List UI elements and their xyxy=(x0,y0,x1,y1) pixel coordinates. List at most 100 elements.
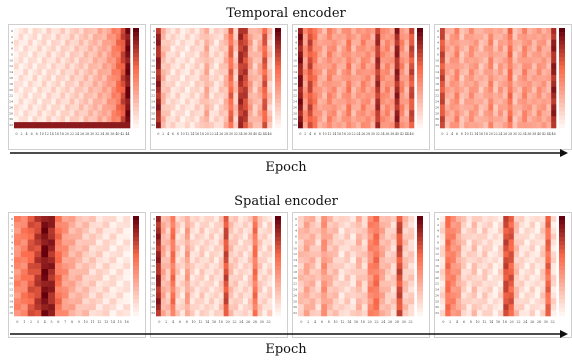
heatmap-cell xyxy=(478,39,484,46)
y-tick-label: 18 xyxy=(435,82,439,86)
colorbar-segment xyxy=(275,28,281,33)
heatmap-cell xyxy=(517,110,523,117)
heatmap-cell xyxy=(238,28,244,35)
heatmap-cell xyxy=(507,104,513,111)
heatmap-cell xyxy=(488,122,494,129)
heatmap-cell xyxy=(223,39,229,46)
heatmap-cell xyxy=(69,122,75,129)
colorbar-segment xyxy=(417,73,423,79)
heatmap-cell xyxy=(540,233,546,240)
heatmap-cell xyxy=(189,286,195,293)
heatmap-cell xyxy=(454,57,460,64)
y-tick-label: 12 xyxy=(435,64,439,68)
heatmap-cell xyxy=(185,227,191,234)
heatmap-cell xyxy=(440,80,446,88)
heatmap-svg: 0 2 4 6 8 10 12 14 16 18 20 22 24 26 28 30 3202468101214… xyxy=(434,212,572,338)
heatmap-cell xyxy=(399,104,405,111)
heatmap-cell xyxy=(512,98,518,105)
heatmap-cell xyxy=(74,110,80,117)
heatmap-cell xyxy=(257,92,263,99)
heatmap-cell xyxy=(478,63,484,70)
heatmap-cell xyxy=(473,33,479,41)
heatmap-cell xyxy=(41,92,47,99)
heatmap-cell xyxy=(527,69,533,76)
colorbar-segment xyxy=(275,86,281,91)
heatmap-cell xyxy=(61,298,69,305)
heatmap-cell xyxy=(471,233,478,240)
heatmap-cell xyxy=(68,274,76,282)
colorbar-segment xyxy=(133,123,139,129)
heatmap-cell xyxy=(312,45,318,52)
heatmap-cell xyxy=(120,116,126,123)
heatmap-cell xyxy=(361,239,368,246)
heatmap-cell xyxy=(536,98,542,105)
heatmap-cell xyxy=(356,86,362,94)
heatmap-cell xyxy=(233,239,239,246)
heatmap-cell xyxy=(27,28,33,35)
heatmap-cell xyxy=(513,233,520,240)
heatmap-cell xyxy=(165,45,171,52)
heatmap-cell xyxy=(194,292,200,299)
heatmap-cell xyxy=(522,98,528,105)
heatmap-cell xyxy=(123,221,131,229)
heatmap-cell xyxy=(524,268,530,276)
heatmap-cell xyxy=(189,57,195,64)
heatmap-cell xyxy=(89,216,97,223)
heatmap-cell xyxy=(550,216,557,223)
heatmap-cell xyxy=(180,286,186,293)
y-tick-label: 8 xyxy=(153,52,155,56)
heatmap-cell xyxy=(48,280,56,287)
heatmap-cell xyxy=(327,227,334,234)
heatmap-cell xyxy=(65,75,70,82)
heatmap-cell xyxy=(517,92,523,99)
heatmap-cell xyxy=(379,292,386,299)
heatmap-cell xyxy=(223,86,229,94)
heatmap-cell xyxy=(51,75,57,82)
heatmap-cell xyxy=(317,122,323,129)
heatmap-cell xyxy=(350,280,357,287)
heatmap-cell xyxy=(165,233,171,240)
heatmap-cell xyxy=(97,92,103,99)
heatmap-svg: 0 1 2 3 4 5 6 7 8 9 10 11 12 13 14 15 160123456789101112… xyxy=(8,212,146,338)
heatmap-cell xyxy=(189,110,195,117)
heatmap-cell xyxy=(83,122,89,129)
y-tick-label: 8 xyxy=(437,52,439,56)
heatmap-cell xyxy=(262,92,268,99)
heatmap-cell xyxy=(361,304,368,311)
heatmap-cell xyxy=(116,104,122,111)
heatmap-cell xyxy=(156,28,162,35)
heatmap-cell xyxy=(123,251,131,258)
heatmap-cell xyxy=(214,86,220,94)
heatmap-cell xyxy=(223,227,229,234)
heatmap-cell xyxy=(78,98,84,105)
heatmap-cell xyxy=(65,51,70,58)
heatmap-cell xyxy=(102,257,110,264)
heatmap-cell xyxy=(365,110,371,117)
heatmap-cell xyxy=(551,110,557,117)
y-tick-label: 24 xyxy=(435,100,439,104)
heatmap-cell xyxy=(540,221,546,229)
colorbar-segment xyxy=(417,69,423,75)
heatmap-cell xyxy=(445,310,451,317)
heatmap-cell xyxy=(390,227,397,234)
heatmap-cell xyxy=(315,298,322,305)
colorbar-segment xyxy=(417,57,423,62)
heatmap-cell xyxy=(267,274,273,282)
heatmap-cell xyxy=(531,69,537,76)
heatmap-cell xyxy=(332,292,339,299)
heatmap-cell xyxy=(370,75,376,82)
heatmap-cell xyxy=(298,33,304,41)
heatmap-cell xyxy=(82,310,90,317)
heatmap-cell xyxy=(440,310,446,317)
heatmap-cell xyxy=(262,298,268,305)
heatmap-cell xyxy=(524,216,530,223)
heatmap-cell xyxy=(332,274,339,282)
heatmap-cell xyxy=(473,39,479,46)
heatmap-cell xyxy=(464,98,470,105)
heatmap-cell xyxy=(102,268,110,276)
heatmap-cell xyxy=(75,251,83,258)
heatmap-cell xyxy=(370,57,376,64)
heatmap-cell xyxy=(524,280,530,287)
heatmap-cell xyxy=(102,263,110,270)
colorbar-segment xyxy=(133,103,139,108)
